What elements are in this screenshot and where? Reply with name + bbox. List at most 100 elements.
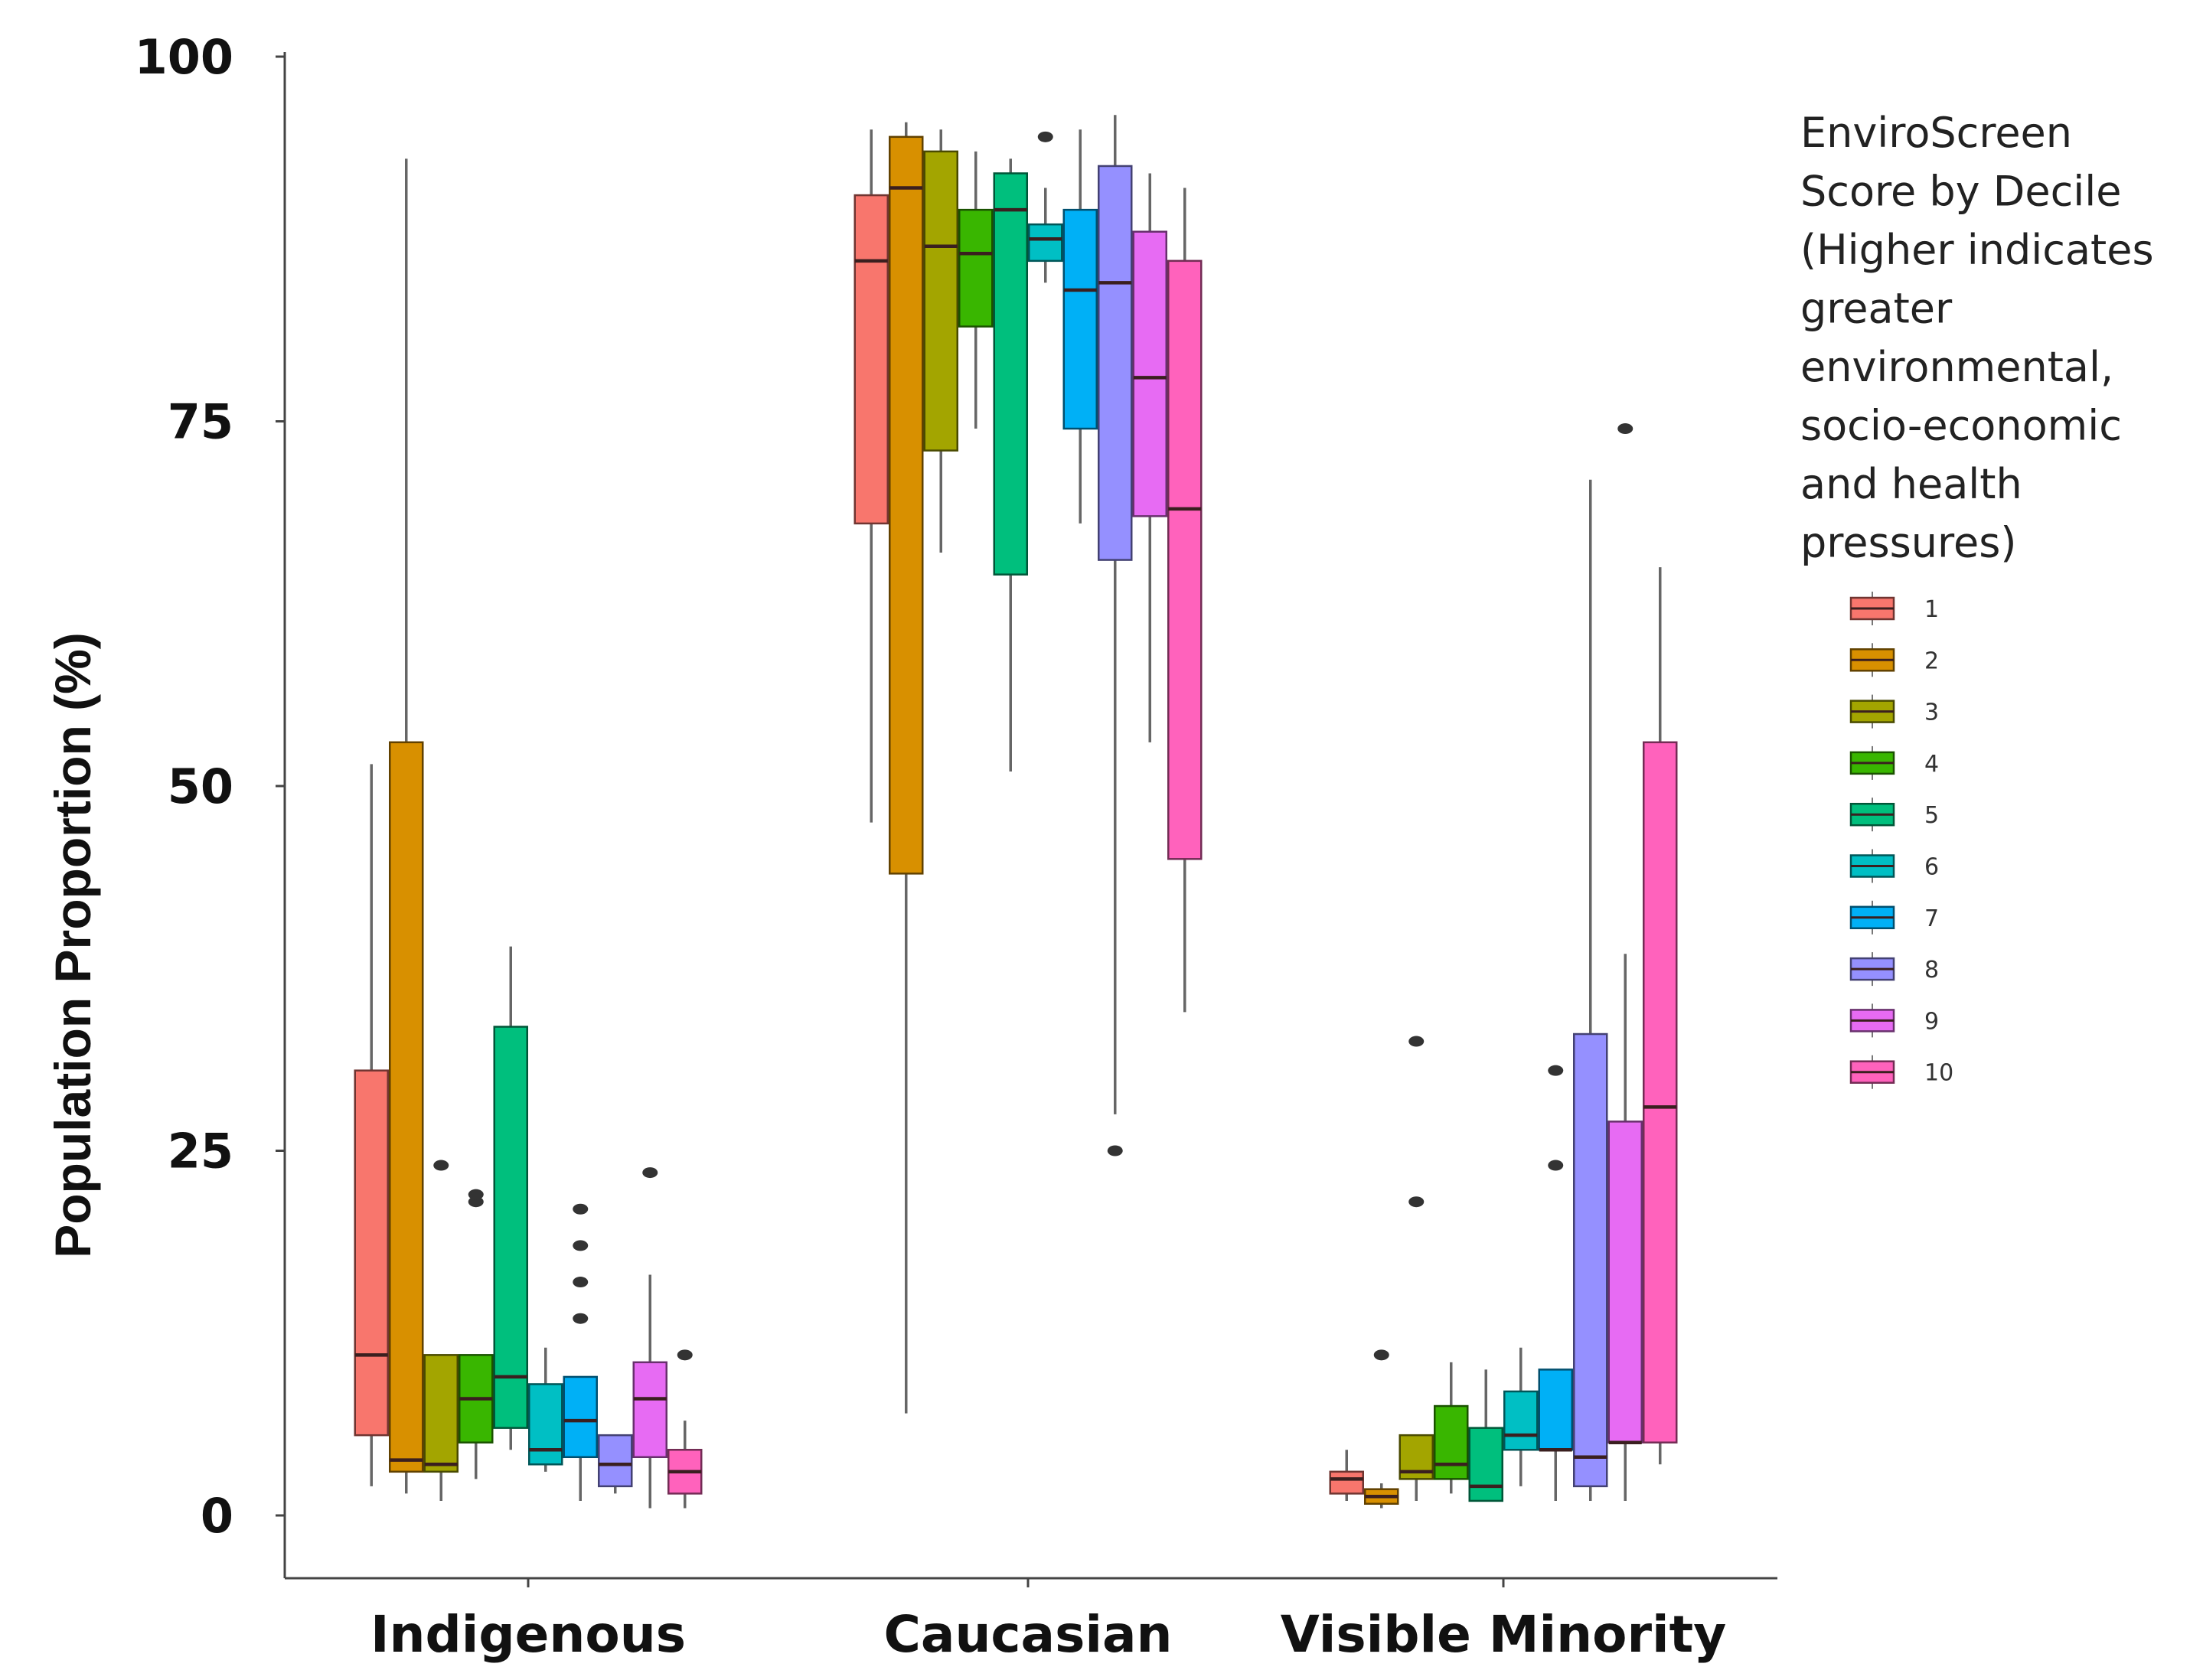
boxplot-decile-8 [1098,115,1133,1156]
y-tick-label: 100 [135,29,233,85]
box [598,1434,633,1488]
boxplot-decile-4 [1434,1362,1469,1494]
boxplot-decile-10 [1167,188,1203,1013]
legend-title-line: Score by Decile [1800,168,2122,216]
box [493,1026,528,1429]
outlier-point [1548,1160,1564,1171]
outlier-point [573,1240,589,1251]
box [632,1361,667,1459]
boxplot-decile-3 [423,1160,459,1501]
legend-label: 10 [1924,1060,1953,1087]
box [1607,1121,1643,1443]
box [923,150,958,452]
boxplot-decile-5 [493,946,528,1450]
legend-label: 4 [1924,751,1939,778]
category-labels: Indigenous Caucasian Visible Minority [370,1605,1726,1664]
y-tick-label: 50 [168,758,233,814]
box [423,1354,459,1473]
boxplot-decile-9 [1607,423,1643,1501]
boxplot-decile-2 [889,122,924,1414]
legend: EnviroScreen Score by Decile (Higher indic… [1800,109,2154,1089]
boxplot-decile-9 [632,1167,667,1509]
box [853,194,889,525]
boxplot-decile-1 [853,129,889,823]
legend-title-line: socio-economic [1800,402,2122,450]
category-label: Visible Minority [1281,1605,1726,1664]
legend-label: 9 [1924,1008,1939,1035]
boxplot-decile-8 [1573,479,1608,1501]
y-tick-label: 75 [168,394,233,450]
boxplot-decile-1 [1329,1450,1364,1501]
legend-label: 7 [1924,905,1939,932]
legend-label: 5 [1924,802,1939,829]
box [389,741,424,1473]
outlier-point [1617,423,1633,435]
legend-title-line: greater [1800,285,1953,333]
legend-item-7: 7 [1849,900,1939,935]
boxplot-decile-10 [667,1349,703,1509]
legend-label: 1 [1924,596,1939,623]
outlier-point [1408,1196,1425,1208]
boxplot-decile-7 [1538,1065,1573,1501]
outlier-point [1037,131,1053,142]
y-tick-labels: 0 25 50 75 100 [135,29,233,1544]
boxplot-decile-2 [1364,1349,1399,1509]
box [563,1375,598,1459]
boxplot-decile-6 [1028,131,1063,283]
outlier-point [642,1167,658,1179]
box [1329,1470,1364,1495]
box [1132,230,1167,517]
box [1028,223,1063,263]
legend-item-6: 6 [1849,849,1939,883]
boxplot-decile-5 [1468,1369,1503,1502]
outlier-point [1548,1065,1564,1076]
y-axis-title: Population Proportion (%) [44,632,101,1258]
outlier-point [677,1349,693,1361]
legend-item-10: 10 [1849,1055,1953,1089]
legend-label: 2 [1924,648,1939,674]
outlier-point [1107,1145,1123,1156]
box [1098,165,1133,561]
box [993,172,1028,576]
box [1062,208,1098,430]
legend-item-1: 1 [1849,592,1939,625]
boxplot-decile-10 [1643,567,1678,1465]
category-label: Indigenous [370,1605,686,1664]
boxplot-decile-9 [1132,173,1167,742]
legend-item-3: 3 [1849,694,1939,729]
boxplot-decile-7 [1062,129,1098,524]
boxplot-decile-3 [1398,1036,1434,1501]
box [528,1383,563,1466]
box [1573,1032,1608,1488]
outlier-point [1373,1349,1389,1361]
outlier-point [573,1203,589,1215]
outlier-point [468,1189,484,1200]
legend-item-2: 2 [1849,643,1939,677]
outlier-point [433,1160,449,1171]
box [1503,1390,1539,1451]
boxes [354,115,1678,1509]
legend-title-line: EnviroScreen [1800,109,2072,157]
axes [276,52,1777,1587]
outlier-point [1408,1036,1425,1047]
boxplot-decile-6 [528,1347,563,1472]
category-label: Caucasian [883,1605,1172,1664]
legend-label: 3 [1924,700,1939,726]
box [1434,1404,1469,1480]
boxplot-decile-7 [563,1203,598,1501]
boxplot-decile-1 [354,764,389,1486]
legend-title-line: (Higher indicates [1800,226,2154,274]
boxplot-decile-4 [459,1189,494,1479]
box [958,208,994,328]
legend-label: 8 [1924,957,1939,984]
boxplot-decile-8 [598,1434,633,1494]
legend-title: EnviroScreen Score by Decile (Higher indic… [1800,109,2154,567]
box [1538,1368,1573,1451]
legend-item-9: 9 [1849,1003,1939,1038]
boxplot-decile-3 [923,129,958,553]
legend-item-4: 4 [1849,745,1939,780]
legend-item-8: 8 [1849,952,1939,987]
legend-title-line: pressures) [1800,519,2016,567]
boxplot-decile-4 [958,151,994,429]
